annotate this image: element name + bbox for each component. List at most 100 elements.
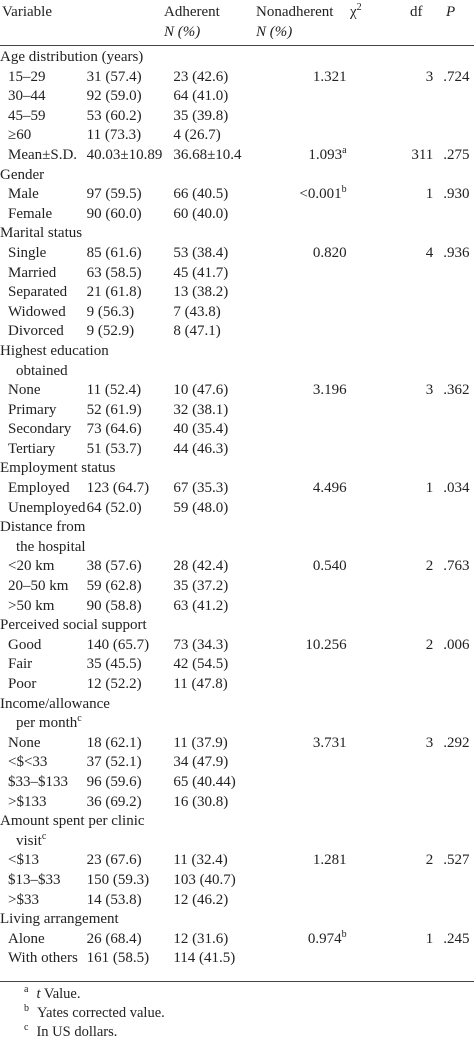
footnote-mark: a xyxy=(24,984,29,996)
footnote-marker: a xyxy=(342,144,347,156)
row-label: 45–59 xyxy=(8,107,46,124)
df-cell xyxy=(347,440,434,460)
df-cell xyxy=(347,871,434,891)
df-cell xyxy=(347,753,434,773)
df-cell xyxy=(347,499,434,519)
nonadherent-cell: 11 (32.4) xyxy=(173,852,228,869)
chi-square-cell xyxy=(260,205,347,225)
section-row: Distance from xyxy=(0,518,474,538)
row-label: <$13 xyxy=(8,852,39,869)
table-row: Tertiary 51 (53.7) 44 (46.3) xyxy=(0,440,474,460)
df-cell: 3 xyxy=(425,382,434,399)
adherent-cell: 85 (61.6) xyxy=(86,244,142,261)
p-value-cell: .930 xyxy=(443,186,470,203)
footnote-mark: b xyxy=(24,1003,29,1015)
table-row: ≥60 11 (73.3) 4 (26.7) xyxy=(0,126,474,146)
table-row: Secondary 73 (64.6) 40 (35.4) xyxy=(0,420,474,440)
table-row: >50 km 90 (58.8) 63 (41.2) xyxy=(0,597,474,617)
p-value-cell: .527 xyxy=(443,852,470,869)
chi-square-value: 0.974 xyxy=(307,930,342,947)
chi-square-cell: 1.321 xyxy=(260,68,347,88)
row-label: Primary xyxy=(8,401,57,418)
table-row: Male 97 (59.5) 66 (40.5) <0.001b 1 .930 xyxy=(0,185,474,205)
table-row: $13–$33 150 (59.3) 103 (40.7) xyxy=(0,871,474,891)
table-row: Poor 12 (52.2) 11 (47.8) xyxy=(0,675,474,695)
df-cell: 3 xyxy=(425,734,434,751)
table-body: Age distribution (years) 15–29 31 (57.4) 23… xyxy=(0,48,474,969)
section-label-continued: per monthc xyxy=(0,714,474,734)
row-label: Female xyxy=(8,205,53,222)
table-row: With others 161 (58.5) 114 (41.5) xyxy=(0,949,474,969)
header-chi-sup: 2 xyxy=(356,2,362,13)
chi-square-cell xyxy=(260,401,347,421)
p-value-cell xyxy=(433,420,474,440)
adherent-cell: 52 (61.9) xyxy=(86,401,142,418)
row-label: <$<33 xyxy=(8,754,48,771)
row-label: With others xyxy=(8,950,78,967)
row-label: Male xyxy=(8,186,39,203)
table-row: Divorced 9 (52.9) 8 (47.1) xyxy=(0,322,474,342)
header-adherent-label: Adherent xyxy=(164,4,220,20)
p-value-cell xyxy=(433,322,474,342)
row-label: Mean±S.D. xyxy=(8,146,78,163)
adherent-cell: 35 (45.5) xyxy=(86,656,142,673)
nonadherent-cell: 42 (54.5) xyxy=(173,656,229,673)
adherent-cell: 90 (58.8) xyxy=(86,597,142,614)
section-label: Perceived social support xyxy=(0,617,147,634)
adherent-cell: 92 (59.0) xyxy=(86,88,142,105)
section-row: Living arrangement xyxy=(0,910,474,930)
df-cell xyxy=(347,322,434,342)
row-label: >50 km xyxy=(8,597,55,614)
df-cell xyxy=(347,107,434,127)
adherent-cell: 18 (62.1) xyxy=(86,734,142,751)
chi-square-cell: 1.281 xyxy=(260,851,347,871)
row-label: $33–$133 xyxy=(8,773,68,790)
table-row: Fair 35 (45.5) 42 (54.5) xyxy=(0,655,474,675)
row-label: Alone xyxy=(8,930,45,947)
header-rule xyxy=(0,45,474,46)
footnote: c In US dollars. xyxy=(24,1023,165,1042)
section-row: Gender xyxy=(0,166,474,186)
p-value-cell xyxy=(433,283,474,303)
section-row: Age distribution (years) xyxy=(0,48,474,68)
p-value-cell xyxy=(433,753,474,773)
adherent-cell: 21 (61.8) xyxy=(86,284,142,301)
nonadherent-cell: 4 (26.7) xyxy=(173,127,221,144)
df-cell xyxy=(347,126,434,146)
table-row: 20–50 km 59 (62.8) 35 (37.2) xyxy=(0,577,474,597)
chi-square-cell xyxy=(260,440,347,460)
footnote-text: Value. xyxy=(40,986,81,1002)
df-cell: 2 xyxy=(425,636,434,653)
p-value-cell xyxy=(433,264,474,284)
table-row: Single 85 (61.6) 53 (38.4) 0.820 4 .936 xyxy=(0,244,474,264)
section-row-continuation: visitc xyxy=(0,831,474,852)
chi-square-cell xyxy=(260,793,347,813)
footnote-mark: c xyxy=(24,1022,29,1034)
chi-square-value: 3.731 xyxy=(312,734,347,751)
nonadherent-cell: 28 (42.4) xyxy=(173,558,229,575)
section-label: Employment status xyxy=(0,460,116,477)
p-value-cell xyxy=(433,303,474,323)
chi-square-cell: 3.731 xyxy=(260,734,347,754)
df-cell: 4 xyxy=(425,244,434,261)
table-row: 15–29 31 (57.4) 23 (42.6) 1.321 3 .724 xyxy=(0,68,474,88)
adherent-cell: 53 (60.2) xyxy=(86,107,142,124)
p-value-cell xyxy=(433,126,474,146)
section-row: Employment status xyxy=(0,459,474,479)
p-value-cell: .936 xyxy=(443,244,470,261)
adherent-cell: 59 (62.8) xyxy=(86,578,142,595)
nonadherent-cell: 11 (47.8) xyxy=(173,676,228,692)
adherent-cell: 26 (68.4) xyxy=(86,930,142,947)
p-value-cell xyxy=(433,793,474,813)
table-row: Married 63 (58.5) 45 (41.7) xyxy=(0,264,474,284)
chi-square-cell: 10.256 xyxy=(260,636,346,656)
adherent-cell: 150 (59.3) xyxy=(86,871,150,888)
adherent-cell: 64 (52.0) xyxy=(86,499,142,516)
footnote-text: Yates corrected value. xyxy=(37,1005,165,1021)
chi-square-cell xyxy=(260,322,347,342)
chi-square-cell: 0.540 xyxy=(260,557,347,577)
p-value-cell: .275 xyxy=(443,146,470,163)
adherent-cell: 23 (67.6) xyxy=(86,852,142,869)
table-row: None 18 (62.1) 11 (37.9) 3.731 3 .292 xyxy=(0,734,474,754)
